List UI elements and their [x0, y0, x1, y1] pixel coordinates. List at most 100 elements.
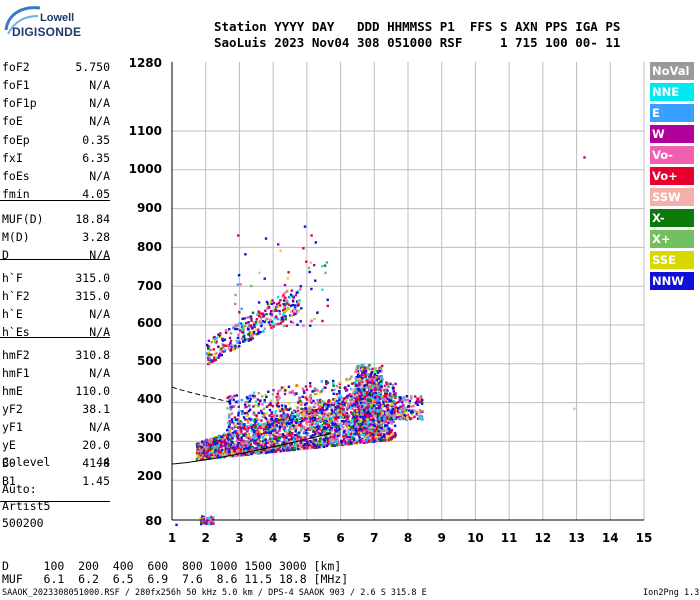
- y-tick-label: 800: [137, 240, 162, 254]
- echo-point: [413, 409, 416, 412]
- param-value: 41.8: [82, 456, 110, 470]
- echo-point: [358, 407, 361, 410]
- echo-point: [343, 440, 346, 443]
- echo-point: [369, 431, 373, 435]
- echo-point: [375, 376, 378, 379]
- echo-point: [331, 433, 335, 437]
- echo-point: [347, 437, 350, 441]
- echo-point: [275, 420, 278, 424]
- echo-point: [278, 445, 282, 449]
- echo-point: [238, 341, 242, 344]
- param-row-hmf2: hmF2 310.8: [2, 348, 110, 364]
- echo-point: [280, 422, 284, 425]
- echo-point: [360, 412, 363, 416]
- echo-point: [320, 404, 323, 407]
- echo-point: [338, 416, 341, 419]
- echo-point: [359, 415, 362, 419]
- echo-point: [354, 398, 358, 402]
- echo-point: [324, 428, 327, 432]
- echo-point: [393, 424, 397, 427]
- echo-point: [381, 439, 385, 442]
- echo-point: [281, 407, 284, 410]
- echo-point: [283, 434, 287, 438]
- echo-point: [370, 379, 373, 382]
- echo-point: [314, 433, 317, 436]
- echo-point: [248, 316, 251, 319]
- echo-point: [233, 425, 237, 428]
- echo-point: [352, 392, 356, 395]
- echo-point: [319, 418, 323, 421]
- echo-point: [239, 443, 243, 447]
- echo-point: [258, 315, 261, 318]
- echo-traces: [175, 156, 586, 527]
- echo-point: [282, 437, 286, 441]
- echo-point: [232, 398, 235, 401]
- echo-point: [296, 323, 299, 326]
- echo-point: [397, 407, 400, 410]
- echo-point: [269, 323, 272, 327]
- echo-point: [260, 323, 263, 326]
- echo-point: [370, 376, 373, 379]
- echo-point: [229, 408, 233, 411]
- echo-point: [302, 389, 306, 393]
- echo-point: [292, 435, 295, 438]
- echo-point: [412, 404, 415, 408]
- echo-point: [312, 426, 315, 429]
- echo-point: [259, 399, 262, 402]
- echo-point: [326, 407, 329, 410]
- echo-point: [223, 338, 227, 341]
- echo-point: [275, 450, 278, 453]
- echo-point: [276, 440, 279, 443]
- echo-point: [299, 421, 302, 424]
- echo-point: [251, 326, 254, 329]
- echo-point: [355, 433, 359, 436]
- echo-point: [350, 425, 353, 429]
- echo-point: [269, 318, 272, 321]
- echo-point: [357, 408, 361, 411]
- echo-point: [368, 367, 371, 371]
- echo-point: [282, 302, 285, 306]
- echo-point: [371, 367, 374, 371]
- echo-point: [274, 417, 277, 421]
- echo-point: [264, 309, 267, 312]
- echo-point: [373, 405, 376, 409]
- echo-point: [242, 439, 245, 442]
- echo-point: [246, 414, 249, 417]
- echo-point: [363, 398, 366, 401]
- echo-point: [372, 379, 375, 382]
- echo-point: [272, 424, 275, 427]
- echo-point: [403, 411, 407, 414]
- echo-point: [276, 401, 280, 405]
- echo-point: [250, 319, 253, 322]
- echo-point: [355, 430, 358, 433]
- echo-point: [364, 370, 367, 373]
- echo-point: [297, 447, 300, 451]
- echo-point: [311, 440, 315, 444]
- echo-point: [302, 409, 305, 412]
- echo-point: [275, 395, 278, 399]
- echo-point: [349, 399, 352, 402]
- echo-point: [373, 430, 376, 433]
- echo-point: [360, 388, 363, 391]
- echo-point: [314, 241, 317, 244]
- echo-point: [243, 324, 247, 328]
- x-tick-label: 1: [168, 531, 176, 545]
- echo-point: [356, 409, 359, 413]
- echo-point: [401, 409, 404, 412]
- echo-point: [392, 390, 395, 393]
- echo-point: [210, 341, 213, 344]
- echo-point: [317, 427, 320, 430]
- echo-point: [239, 283, 242, 286]
- echo-point: [280, 320, 283, 323]
- echo-point: [372, 414, 375, 417]
- echo-point: [222, 350, 225, 353]
- echo-point: [297, 421, 300, 424]
- echo-point: [212, 453, 216, 456]
- echo-point: [294, 294, 298, 297]
- echo-point: [314, 417, 317, 420]
- param-separator: [0, 200, 110, 201]
- echo-point: [363, 406, 366, 409]
- echo-point: [321, 417, 325, 421]
- echo-point: [269, 437, 272, 440]
- echo-point: [339, 424, 343, 427]
